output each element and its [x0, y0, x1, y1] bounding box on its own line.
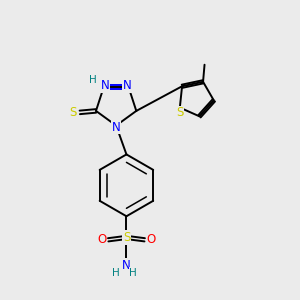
Text: S: S	[123, 231, 130, 244]
Text: H: H	[88, 75, 96, 85]
Text: N: N	[123, 79, 131, 92]
Text: N: N	[101, 79, 110, 92]
Text: S: S	[70, 106, 77, 119]
Text: H: H	[129, 268, 137, 278]
Text: O: O	[97, 233, 106, 246]
Text: O: O	[147, 233, 156, 246]
Text: S: S	[176, 106, 184, 119]
Text: N: N	[112, 121, 121, 134]
Text: H: H	[112, 268, 120, 278]
Text: N: N	[122, 259, 131, 272]
